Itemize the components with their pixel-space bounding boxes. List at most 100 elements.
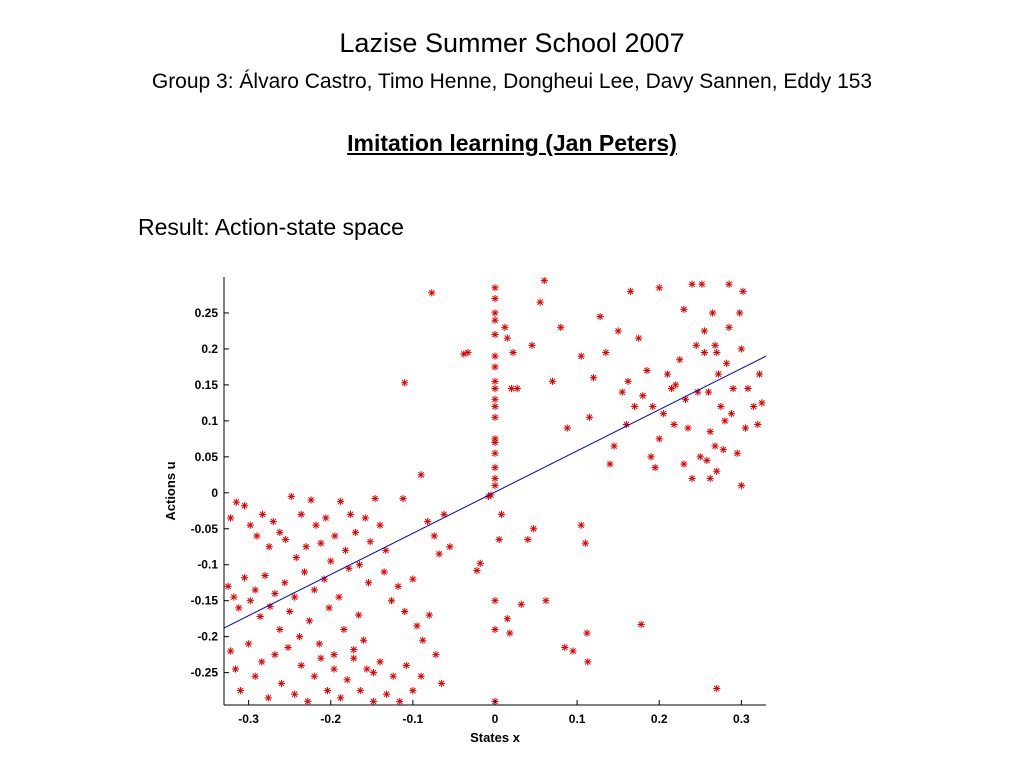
data-point — [741, 424, 750, 432]
data-point — [224, 582, 232, 590]
data-point — [663, 370, 672, 378]
data-point — [343, 676, 351, 684]
data-point — [291, 593, 299, 601]
data-point — [246, 521, 254, 529]
data-point — [610, 442, 618, 450]
data-point — [276, 528, 284, 536]
data-point — [536, 298, 544, 306]
data-point — [491, 482, 499, 490]
data-point — [503, 615, 511, 623]
data-point — [382, 546, 390, 554]
x-tick-label: 0.1 — [569, 712, 586, 726]
data-point — [694, 388, 702, 396]
data-point — [739, 287, 747, 295]
data-point — [491, 464, 499, 472]
plot-axes: -0.3 -0.2 -0.1 0 0.1 0.2 0.3 -0.25 -0.2 -0.15 -0.1… — [191, 277, 766, 726]
data-point — [733, 449, 741, 457]
data-point — [491, 330, 499, 339]
data-point — [256, 612, 264, 621]
data-point — [409, 575, 417, 583]
data-point — [265, 543, 273, 551]
data-point — [491, 294, 499, 303]
data-point — [330, 665, 338, 673]
data-point — [680, 305, 688, 313]
data-point — [258, 510, 267, 518]
data-point — [606, 460, 614, 468]
data-point — [491, 597, 499, 605]
data-point — [647, 453, 655, 461]
data-point — [704, 388, 713, 396]
data-point — [438, 679, 446, 688]
data-point — [284, 643, 292, 652]
data-point — [557, 323, 565, 331]
data-point — [232, 498, 240, 506]
data-point — [670, 420, 678, 429]
data-point — [491, 384, 499, 393]
data-point — [700, 348, 709, 357]
data-point — [548, 377, 557, 385]
data-point — [369, 697, 378, 706]
data-point — [341, 546, 350, 554]
data-point — [513, 384, 521, 393]
data-point — [417, 672, 425, 680]
data-point — [700, 327, 709, 335]
data-point — [269, 517, 277, 526]
data-point — [297, 661, 305, 670]
data-point — [491, 284, 499, 292]
data-point — [491, 316, 499, 324]
data-point — [491, 363, 499, 371]
data-point — [540, 276, 548, 285]
data-point — [729, 384, 737, 393]
y-tick-label: -0.25 — [191, 666, 219, 680]
data-point — [509, 348, 517, 357]
data-point — [655, 435, 663, 443]
data-point — [495, 535, 503, 544]
data-point — [337, 694, 345, 702]
data-point — [491, 352, 499, 360]
data-point — [376, 521, 384, 529]
data-point — [312, 521, 320, 529]
data-point — [491, 413, 499, 421]
data-point — [424, 517, 432, 526]
data-point — [281, 535, 290, 544]
data-point — [569, 647, 577, 655]
data-point — [491, 474, 499, 483]
data-point — [350, 654, 358, 662]
data-point — [317, 539, 325, 547]
data-point — [401, 379, 409, 387]
y-tick-label: 0.1 — [201, 414, 218, 428]
data-point — [323, 687, 332, 695]
data-point — [264, 694, 272, 702]
data-point — [413, 622, 421, 630]
data-point — [302, 543, 310, 551]
data-point — [387, 597, 396, 605]
data-point — [517, 600, 525, 608]
data-point — [649, 402, 657, 411]
data-point — [346, 510, 355, 518]
data-point — [376, 658, 384, 666]
data-point — [419, 636, 427, 644]
data-point — [596, 312, 604, 321]
data-point — [253, 532, 261, 540]
data-point — [231, 665, 240, 673]
data-point — [310, 586, 318, 594]
y-tick-label: -0.15 — [191, 594, 219, 608]
data-point — [432, 651, 440, 659]
data-point — [577, 521, 585, 529]
data-point — [676, 356, 684, 364]
data-point — [287, 492, 295, 500]
data-point — [246, 597, 254, 605]
data-point — [711, 341, 719, 349]
data-point — [563, 424, 571, 432]
data-point — [626, 287, 635, 295]
data-point — [401, 607, 409, 616]
data-point — [369, 669, 378, 677]
data-point — [583, 629, 591, 637]
data-point — [417, 471, 425, 479]
data-point — [331, 532, 339, 540]
data-point — [709, 309, 717, 317]
data-point — [399, 494, 407, 503]
data-point — [577, 352, 585, 360]
data-point — [529, 525, 538, 533]
